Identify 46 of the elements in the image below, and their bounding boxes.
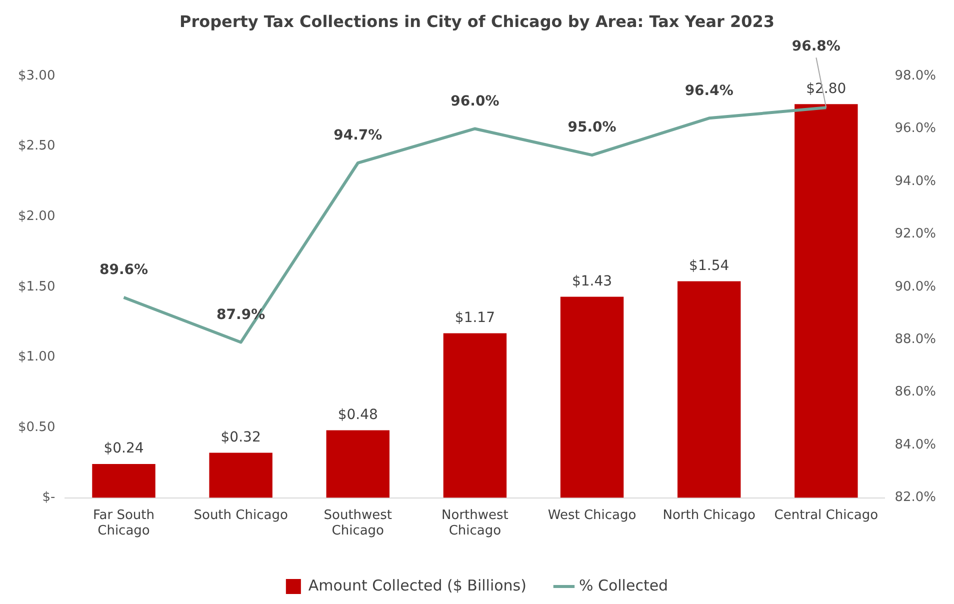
- bar: [443, 333, 507, 498]
- data-label: 94.7%: [334, 128, 382, 144]
- x-tick-label: West Chicago: [548, 508, 636, 523]
- y-tick-label: $3.00: [18, 68, 56, 84]
- y2-tick-label: 94.0%: [894, 174, 936, 189]
- x-tick-label: North Chicago: [662, 508, 756, 523]
- chart-title: Property Tax Collections in City of Chicago by Area: Tax Year 2023: [178, 12, 776, 33]
- x-tick-label: Southwest Chicago: [324, 508, 392, 539]
- x-tick-label: Far South Chicago: [92, 508, 155, 539]
- y-tick-label: $1.50: [18, 279, 56, 294]
- legend-label: Amount Collected ($ Billions): [308, 576, 526, 594]
- bar: [677, 281, 741, 498]
- data-label: $0.48: [338, 406, 378, 423]
- x-tick-label: South Chicago: [194, 508, 288, 523]
- y2-tick-label: 82.0%: [894, 490, 936, 506]
- data-label: $1.17: [454, 310, 496, 326]
- data-label: 96.4%: [684, 82, 734, 99]
- bar: [92, 464, 156, 498]
- y2-tick-label: 84.0%: [894, 437, 936, 452]
- y-tick-label: $-: [42, 490, 56, 506]
- y-tick-label: $2.00: [18, 208, 56, 224]
- y-tick-label: $0.50: [18, 420, 56, 435]
- data-label: 96.0%: [450, 93, 500, 110]
- data-label: $1.54: [689, 258, 730, 274]
- data-label: 89.6%: [99, 262, 148, 278]
- data-label: $0.24: [104, 440, 144, 457]
- y-tick-label: $2.50: [18, 138, 56, 154]
- data-label: 95.0%: [568, 120, 616, 136]
- bar: [560, 296, 624, 498]
- y2-tick-label: 92.0%: [894, 226, 936, 242]
- x-tick-label: Northwest Chicago: [442, 508, 508, 539]
- data-label: $2.80: [806, 80, 846, 97]
- bar: [209, 452, 272, 498]
- data-label: $0.32: [220, 429, 261, 446]
- y-tick-label: $1.00: [18, 350, 56, 365]
- y2-tick-label: 86.0%: [894, 384, 936, 400]
- legend-label: % Collected: [578, 576, 668, 594]
- data-label: 96.8%: [792, 38, 840, 54]
- bar: [794, 104, 858, 498]
- y2-tick-label: 98.0%: [894, 68, 936, 84]
- y2-tick-label: 96.0%: [894, 121, 936, 136]
- y2-tick-label: 90.0%: [894, 279, 936, 294]
- data-label: $1.43: [572, 273, 612, 290]
- y2-tick-label: 88.0%: [894, 332, 936, 347]
- x-tick-label: Central Chicago: [774, 508, 878, 523]
- bar: [326, 430, 390, 498]
